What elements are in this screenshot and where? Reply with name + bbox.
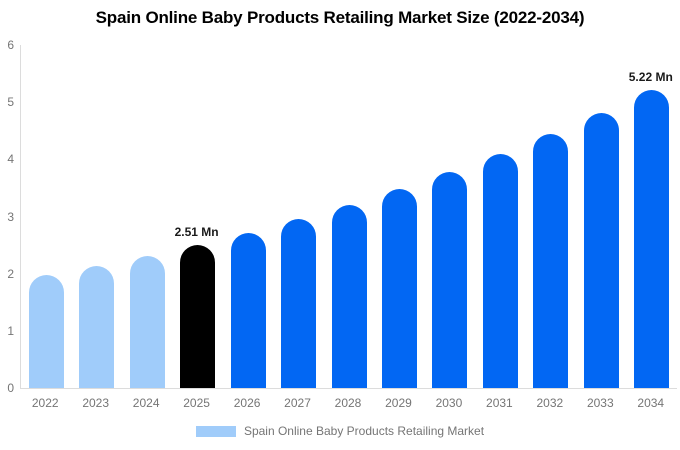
y-tick-label-3: 3 [7,209,14,224]
bar-2030[interactable] [432,172,468,388]
x-tick-label-2031: 2031 [486,396,513,410]
x-tick-label-2024: 2024 [132,396,160,410]
x-tick-label-2025: 2025 [183,396,210,410]
x-tick-label-2033: 2033 [586,396,614,410]
bar-2022[interactable] [28,275,64,388]
bar-2029[interactable] [381,189,417,388]
x-tick-label-2034: 2034 [637,396,665,410]
bar-2032[interactable] [533,134,569,388]
bar-2026[interactable] [230,233,266,388]
data-label-2034: 5.22 Mn [628,69,673,84]
bar-2027[interactable] [281,219,317,388]
y-tick-label-0: 0 [7,381,14,395]
chart-title: Spain Online Baby Products Retailing Mar… [95,8,585,27]
x-tick-label-2032: 2032 [536,396,564,410]
x-axis: 2022 2023 2024 2025 2026 2027 2028 2029 2030 2031… [20,396,676,412]
plot-area [20,45,677,389]
bar-2028[interactable] [331,205,367,388]
y-tick-label-5: 5 [7,95,14,110]
y-tick-label-1: 1 [7,323,14,338]
y-tick-label-6: 6 [7,38,14,52]
x-tick-label-2027: 2027 [284,396,311,410]
x-tick-label-2030: 2030 [435,396,463,410]
y-tick-label-2: 2 [7,266,14,281]
x-tick-label-2022: 2022 [31,396,59,410]
bar-2034[interactable] [634,90,670,388]
x-tick-label-2023: 2023 [82,396,110,410]
bar-2033[interactable] [583,113,619,388]
x-tick-label-2029: 2029 [385,396,412,410]
bar-2031[interactable] [482,154,518,388]
bar-2024[interactable] [129,256,165,388]
data-label-2025: 2.51 Mn [174,224,219,239]
y-tick-label-4: 4 [7,152,14,167]
legend-swatch [195,425,236,437]
legend-label: Spain Online Baby Products Retailing Mar… [243,424,485,438]
x-tick-label-2026: 2026 [233,396,261,410]
bar-2023[interactable] [79,266,115,388]
bar-2025[interactable] [180,245,216,388]
x-tick-label-2028: 2028 [334,396,362,410]
legend[interactable]: Spain Online Baby Products Retailing Mar… [0,424,680,438]
